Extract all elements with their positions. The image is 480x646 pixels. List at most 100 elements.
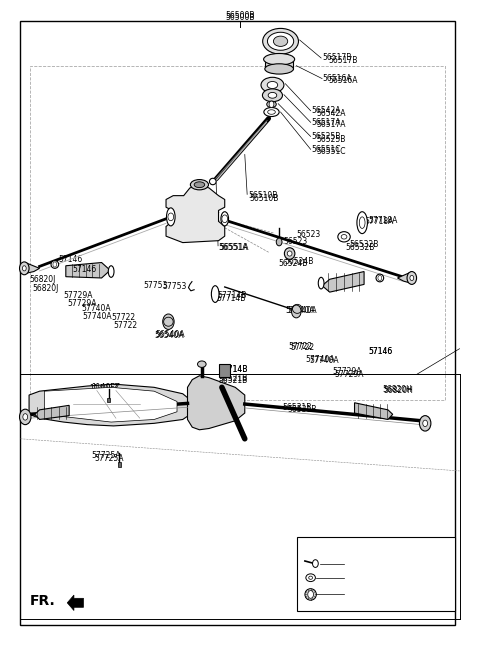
Ellipse shape (51, 260, 59, 268)
Ellipse shape (338, 232, 350, 242)
Circle shape (291, 305, 301, 318)
Text: 1140FZ: 1140FZ (90, 384, 119, 393)
Ellipse shape (108, 266, 114, 277)
Text: 57718A: 57718A (364, 217, 394, 226)
Text: 56524B: 56524B (278, 259, 308, 268)
Text: 56510B: 56510B (248, 191, 277, 200)
Text: 56551A: 56551A (218, 244, 248, 252)
Circle shape (163, 314, 174, 329)
Text: 56542A: 56542A (316, 109, 346, 118)
Polygon shape (67, 595, 84, 610)
Ellipse shape (305, 589, 316, 600)
Bar (297, 537, 455, 611)
Text: 56820H: 56820H (382, 385, 412, 394)
Text: 56531B: 56531B (288, 404, 317, 413)
Text: 57740A: 57740A (83, 312, 112, 321)
Text: 57146: 57146 (368, 348, 392, 357)
Text: 56551A: 56551A (219, 243, 249, 251)
Ellipse shape (167, 208, 175, 226)
Text: 56540A: 56540A (288, 306, 317, 315)
Bar (219, 364, 230, 377)
Circle shape (420, 415, 431, 431)
Bar (108, 398, 110, 402)
Text: 57753: 57753 (143, 281, 168, 290)
Ellipse shape (265, 64, 293, 74)
Text: 57740A: 57740A (309, 357, 339, 366)
Circle shape (168, 213, 174, 221)
Text: 57722: 57722 (288, 342, 313, 351)
Polygon shape (29, 384, 192, 426)
Text: 57714B: 57714B (216, 294, 245, 303)
Polygon shape (35, 405, 69, 419)
Text: 57146: 57146 (59, 255, 83, 264)
Text: 57718A: 57718A (369, 216, 398, 225)
Text: 57725A: 57725A (91, 451, 120, 460)
Text: 56524B: 56524B (285, 257, 314, 266)
Circle shape (20, 409, 31, 424)
Text: 56532B: 56532B (345, 243, 374, 251)
Circle shape (20, 262, 29, 275)
Text: 56820J: 56820J (29, 275, 56, 284)
Ellipse shape (209, 178, 216, 185)
Ellipse shape (194, 182, 204, 187)
Text: 56523: 56523 (283, 238, 307, 247)
Text: 56521B: 56521B (218, 377, 248, 386)
Ellipse shape (198, 361, 206, 368)
Text: 56820J: 56820J (33, 284, 59, 293)
Ellipse shape (263, 28, 299, 54)
Circle shape (308, 590, 313, 598)
Text: 56516A: 56516A (328, 76, 358, 85)
Text: 57740A: 57740A (82, 304, 111, 313)
Ellipse shape (211, 286, 219, 302)
Text: 56531B: 56531B (282, 403, 312, 412)
Text: 56540A: 56540A (155, 330, 185, 339)
Text: 57729A: 57729A (67, 299, 97, 308)
Text: 57729A: 57729A (335, 370, 364, 379)
Ellipse shape (264, 54, 295, 65)
Polygon shape (355, 402, 393, 419)
Ellipse shape (341, 234, 347, 239)
Text: 56510B: 56510B (250, 194, 279, 203)
Circle shape (276, 238, 282, 246)
Text: 56517B: 56517B (322, 54, 351, 63)
Text: 57146: 57146 (369, 347, 393, 356)
Text: 53725: 53725 (345, 573, 369, 582)
Text: 57722: 57722 (111, 313, 135, 322)
Ellipse shape (267, 101, 276, 107)
Text: 56820H: 56820H (383, 386, 413, 395)
Text: 56551C: 56551C (312, 145, 341, 154)
Text: 56517A: 56517A (312, 118, 341, 127)
Circle shape (410, 275, 414, 280)
Text: 56540A: 56540A (285, 306, 315, 315)
Text: 57740A: 57740A (306, 355, 336, 364)
Text: 56500B: 56500B (225, 13, 255, 22)
Text: 57722: 57722 (114, 321, 138, 330)
Ellipse shape (268, 92, 277, 98)
Circle shape (53, 262, 57, 267)
Ellipse shape (267, 32, 294, 50)
Circle shape (269, 101, 274, 107)
Polygon shape (322, 271, 364, 292)
Ellipse shape (274, 36, 288, 47)
Text: 56500B: 56500B (225, 11, 255, 20)
Text: 57146: 57146 (72, 265, 96, 274)
Polygon shape (44, 388, 177, 422)
Ellipse shape (191, 180, 208, 190)
Circle shape (23, 266, 26, 271)
Polygon shape (397, 272, 411, 283)
Circle shape (423, 420, 428, 426)
Circle shape (23, 413, 28, 420)
Ellipse shape (360, 217, 365, 229)
Text: 56523: 56523 (296, 230, 321, 239)
Text: 56542A: 56542A (312, 106, 341, 115)
Text: 56517B: 56517B (328, 56, 358, 65)
Text: 56540A: 56540A (154, 331, 184, 340)
Text: 56551C: 56551C (316, 147, 346, 156)
Ellipse shape (268, 110, 276, 114)
Polygon shape (66, 262, 110, 278)
Text: FR.: FR. (30, 594, 56, 608)
Text: 53371C: 53371C (345, 590, 374, 599)
Ellipse shape (309, 576, 312, 579)
Ellipse shape (357, 212, 367, 234)
Text: 57714B: 57714B (218, 366, 248, 375)
